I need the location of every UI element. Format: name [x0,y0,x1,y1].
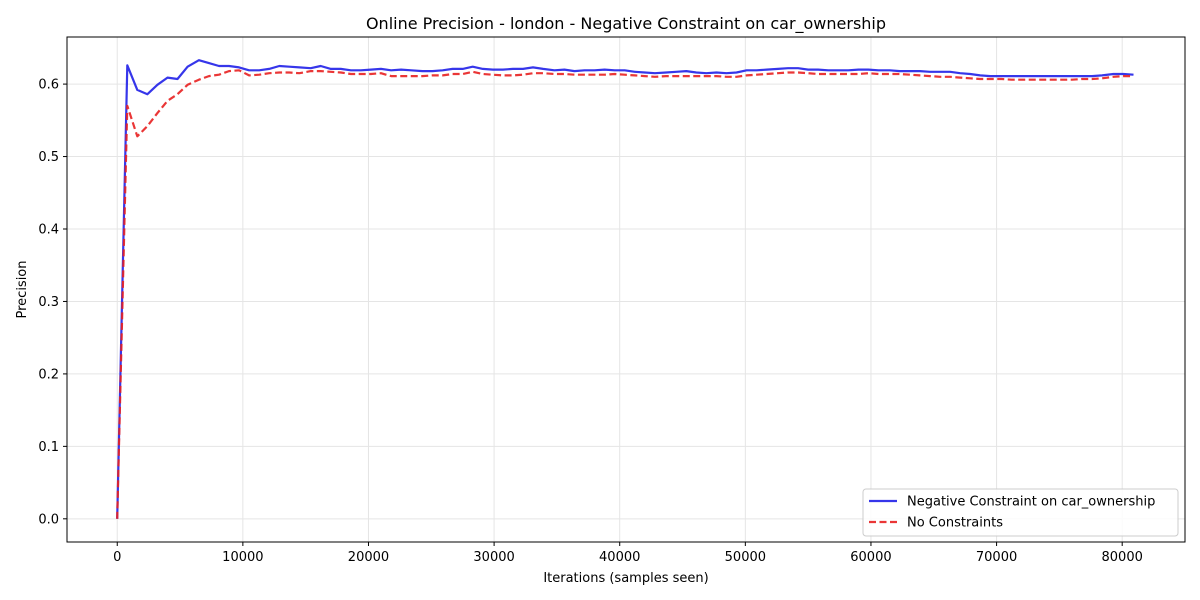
x-axis-label: Iterations (samples seen) [543,571,708,586]
legend: Negative Constraint on car_ownership No C… [862,488,1179,537]
y-axis-label: Precision [15,260,30,318]
x-tick-label: 30000 [473,550,514,565]
y-tick-label: 0.6 [38,78,59,93]
y-tick-label: 0.5 [38,150,59,165]
x-tick-label: 70000 [976,550,1017,565]
chart-title: Online Precision - london - Negative Con… [366,14,886,34]
y-tick-label: 0.3 [38,295,59,310]
y-tick-label: 0.4 [38,223,59,238]
y-tick-label: 0.0 [38,512,59,527]
series-line-2 [116,69,1134,519]
axis-ticks: 0 10000 20000 30000 40000 50000 60000 70000 8000… [38,78,1143,565]
x-tick-label: 0 [113,550,121,565]
x-tick-label: 20000 [348,550,389,565]
x-tick-label: 10000 [222,550,263,565]
x-tick-label: 40000 [599,550,640,565]
legend-label-2: No Constraints [907,516,1003,531]
series-layer [116,59,1134,519]
x-tick-label: 60000 [850,550,891,565]
legend-box [862,488,1179,537]
series-line-1 [116,59,1134,519]
plot-frame [66,36,1186,543]
legend-label-1: Negative Constraint on car_ownership [907,495,1155,510]
x-tick-label: 50000 [725,550,766,565]
x-tick-label: 80000 [1102,550,1143,565]
y-tick-label: 0.1 [38,440,59,455]
y-tick-label: 0.2 [38,367,59,382]
